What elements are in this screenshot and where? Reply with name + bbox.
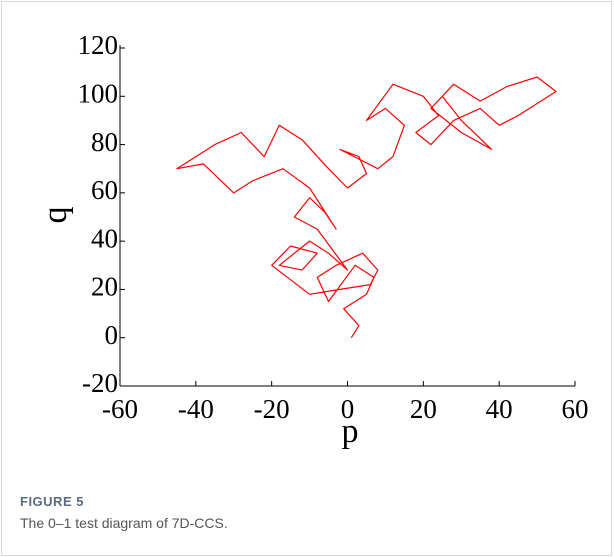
x-tick-label: 40 bbox=[486, 394, 513, 424]
y-tick-label: -20 bbox=[82, 368, 118, 398]
plot: -60 -40 -20 0 20 40 60 -20 0 20 40 60 80 100 120 bbox=[78, 30, 589, 424]
x-tick-label: -40 bbox=[178, 394, 214, 424]
trajectory bbox=[176, 76, 557, 339]
x-tick-label: 20 bbox=[410, 394, 437, 424]
x-tick-label: 0 bbox=[341, 394, 355, 424]
x-tick-label: -60 bbox=[102, 394, 138, 424]
y-tick-label: 100 bbox=[78, 78, 119, 108]
y-tick-label: 40 bbox=[91, 223, 118, 253]
y-tick-label: 20 bbox=[91, 272, 118, 302]
figure-label: FIGURE 5 bbox=[20, 494, 84, 509]
y-tick-label: 60 bbox=[91, 175, 118, 205]
x-tick-label: -20 bbox=[254, 394, 290, 424]
y-axis-label: q bbox=[37, 207, 74, 224]
y-tick-label: 120 bbox=[78, 30, 119, 60]
caption-text: The 0–1 test diagram of 7D-CCS. bbox=[20, 515, 228, 531]
x-axis-label: p bbox=[342, 413, 359, 450]
y-tick-label: 80 bbox=[91, 127, 118, 157]
y-tick-label: 0 bbox=[105, 320, 119, 350]
x-tick-label: 60 bbox=[562, 394, 589, 424]
